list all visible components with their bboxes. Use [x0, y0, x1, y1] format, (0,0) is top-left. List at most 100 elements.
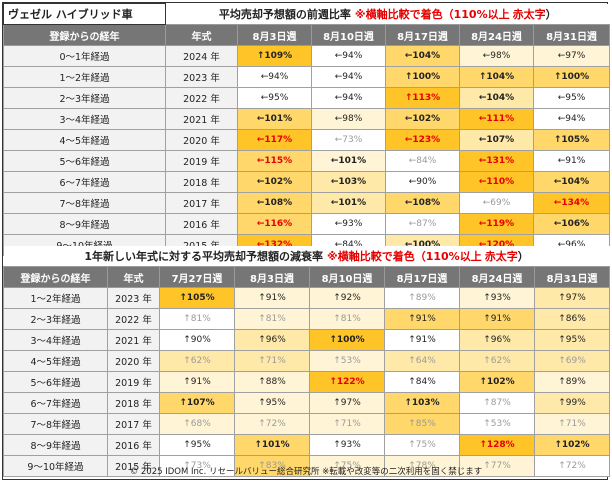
table-row: 1～2年経過 2023 年 ↑105% ↑91% ↑92% ↑89% ↑93% ↑97% — [3, 287, 611, 309]
ratio-cell: ↑128% — [459, 434, 535, 456]
ratio-cell: ←91% — [532, 150, 611, 172]
ratio-cell: ↑75% — [384, 434, 460, 456]
header-week: 8月31日週 — [533, 266, 611, 288]
row-age: 8～9年経過 — [3, 434, 108, 456]
ratio-cell: ↑83% — [234, 455, 310, 477]
ratio-cell: ←102% — [237, 171, 312, 193]
ratio-cell: ↑95% — [234, 392, 310, 414]
ratio-cell: ↑71% — [533, 413, 611, 435]
table-row: 6～7年経過 2018 年 ←102% ←103% ←90% ←110% ←104% — [3, 171, 611, 193]
ratio-cell: ↑100% — [532, 66, 611, 88]
header-week: 8月31日週 — [532, 24, 611, 46]
table-row: 5～6年経過 2019 年 ←115% ←101% ←84% ←131% ←91% — [3, 150, 611, 172]
ratio-cell: ←110% — [459, 171, 534, 193]
ratio-cell: ↑53% — [309, 350, 385, 372]
header-year: 年式 — [165, 24, 238, 46]
header-week: 8月17日週 — [384, 266, 460, 288]
row-year: 2020 年 — [107, 350, 160, 372]
ratio-cell: ↑113% — [385, 87, 460, 109]
table-row: 4～5年経過 2020 年 ←117% ←73% ←123% ←107% ↑105% — [3, 129, 611, 151]
ratio-cell: ←111% — [459, 108, 534, 130]
row-year: 2019 年 — [165, 150, 238, 172]
ratio-cell: ↑99% — [533, 392, 611, 414]
row-year: 2024 年 — [165, 45, 238, 67]
row-age: 7～8年経過 — [3, 192, 166, 214]
ratio-cell: ↑89% — [384, 287, 460, 309]
row-age: 8～9年経過 — [3, 213, 166, 235]
ratio-cell: ↑91% — [384, 329, 460, 351]
table-row: 2～3年経過 2022 年 ↑81% ↑81% ↑81% ↑91% ↑91% ↑86% — [3, 308, 611, 330]
row-age: 9～10年経過 — [3, 455, 108, 477]
row-year: 2018 年 — [165, 171, 238, 193]
ratio-cell: ↑53% — [459, 413, 535, 435]
row-year: 2022 年 — [107, 308, 160, 330]
header-row: 登録からの経年 年式 7月27日週 8月3日週 8月10日週 8月17日週 8月24日週 8月… — [3, 266, 611, 288]
header-row: 登録からの経年 年式 8月3日週 8月10日週 8月17日週 8月24日週 8月31日週 — [3, 24, 611, 46]
ratio-cell: ←123% — [385, 129, 460, 151]
ratio-cell: ↑85% — [384, 413, 460, 435]
table-row: 6～7年経過 2018 年 ↑107% ↑95% ↑97% ↑103% ↑87% ↑99% — [3, 392, 611, 414]
table-row: 3～4年経過 2021 年 ↑90% ↑96% ↑100% ↑91% ↑96% ↑95% — [3, 329, 611, 351]
weekly-ratio-table: ヴェゼル ハイブリッド車 平均売却予想額の前週比率 ※横軸比較で着色（110%以上赤… — [3, 3, 611, 256]
ratio-cell: ↑93% — [459, 287, 535, 309]
ratio-cell: ←94% — [311, 66, 386, 88]
table-note: ※横軸比較で着色（110%以上 — [327, 250, 482, 263]
table-row: 8～9年経過 2016 年 ←116% ←93% ←87% ←119% ←106% — [3, 213, 611, 235]
ratio-cell: ↑73% — [159, 455, 235, 477]
ratio-cell: ←84% — [385, 150, 460, 172]
row-year: 2016 年 — [165, 213, 238, 235]
header-age: 登録からの経年 — [3, 24, 166, 46]
ratio-cell: ←134% — [532, 192, 611, 214]
ratio-cell: ←95% — [532, 87, 611, 109]
ratio-cell: ↑87% — [459, 392, 535, 414]
ratio-cell: ←116% — [237, 213, 312, 235]
ratio-cell: ↑88% — [234, 371, 310, 393]
table-title: 平均売却予想額の前週比率 ※横軸比較で着色（110%以上 赤太字） — [165, 3, 610, 25]
ratio-cell: ↑104% — [459, 66, 534, 88]
table-row: 7～8年経過 2017 年 ←108% ←101% ←108% ←69% ←134% — [3, 192, 611, 214]
table-note-end: ） — [517, 250, 529, 263]
ratio-cell: ↑91% — [459, 308, 535, 330]
row-age: 1～2年経過 — [3, 287, 108, 309]
ratio-cell: ↑72% — [234, 413, 310, 435]
ratio-cell: ↑78% — [384, 455, 460, 477]
ratio-cell: ↑81% — [159, 308, 235, 330]
ratio-cell: ↑89% — [533, 371, 611, 393]
ratio-cell: ↑101% — [234, 434, 310, 456]
ratio-cell: ↑96% — [459, 329, 535, 351]
ratio-cell: ↑107% — [159, 392, 235, 414]
table-row: 3～4年経過 2021 年 ←101% ←98% ←102% ←111% ←94% — [3, 108, 611, 130]
ratio-cell: ↑102% — [533, 434, 611, 456]
ratio-cell: ←98% — [459, 45, 534, 67]
row-age: 1～2年経過 — [3, 66, 166, 88]
row-age: 3～4年経過 — [3, 108, 166, 130]
ratio-cell: ↑86% — [533, 308, 611, 330]
ratio-cell: ↑81% — [309, 308, 385, 330]
ratio-cell: ←103% — [311, 171, 386, 193]
ratio-cell: ←108% — [385, 192, 460, 214]
ratio-cell: ↑68% — [159, 413, 235, 435]
header-week: 8月3日週 — [234, 266, 310, 288]
ratio-cell: ↑84% — [384, 371, 460, 393]
ratio-cell: ↑105% — [159, 287, 235, 309]
ratio-cell: ←94% — [237, 66, 312, 88]
ratio-cell: ←87% — [385, 213, 460, 235]
table-row: 9～10年経過 2015 年 ↑73% ↑83% ↑75% ↑78% ↑77% ↑72% — [3, 455, 611, 477]
ratio-cell: ←104% — [385, 45, 460, 67]
ratio-cell: ↑62% — [159, 350, 235, 372]
table-row: 1～2年経過 2023 年 ←94% ←94% ↑100% ↑104% ↑100% — [3, 66, 611, 88]
row-year: 2015 年 — [107, 455, 160, 477]
ratio-cell: ↑92% — [309, 287, 385, 309]
ratio-cell: ↑93% — [309, 434, 385, 456]
table-row: 4～5年経過 2020 年 ↑62% ↑71% ↑53% ↑64% ↑62% ↑69% — [3, 350, 611, 372]
table-note-end: ） — [545, 7, 557, 21]
ratio-cell: ↑103% — [384, 392, 460, 414]
header-week: 8月3日週 — [237, 24, 312, 46]
row-year: 2021 年 — [165, 108, 238, 130]
row-year: 2020 年 — [165, 129, 238, 151]
ratio-cell: ←73% — [311, 129, 386, 151]
row-age: 4～5年経過 — [3, 129, 166, 151]
ratio-cell: ←107% — [459, 129, 534, 151]
row-year: 2019 年 — [107, 371, 160, 393]
